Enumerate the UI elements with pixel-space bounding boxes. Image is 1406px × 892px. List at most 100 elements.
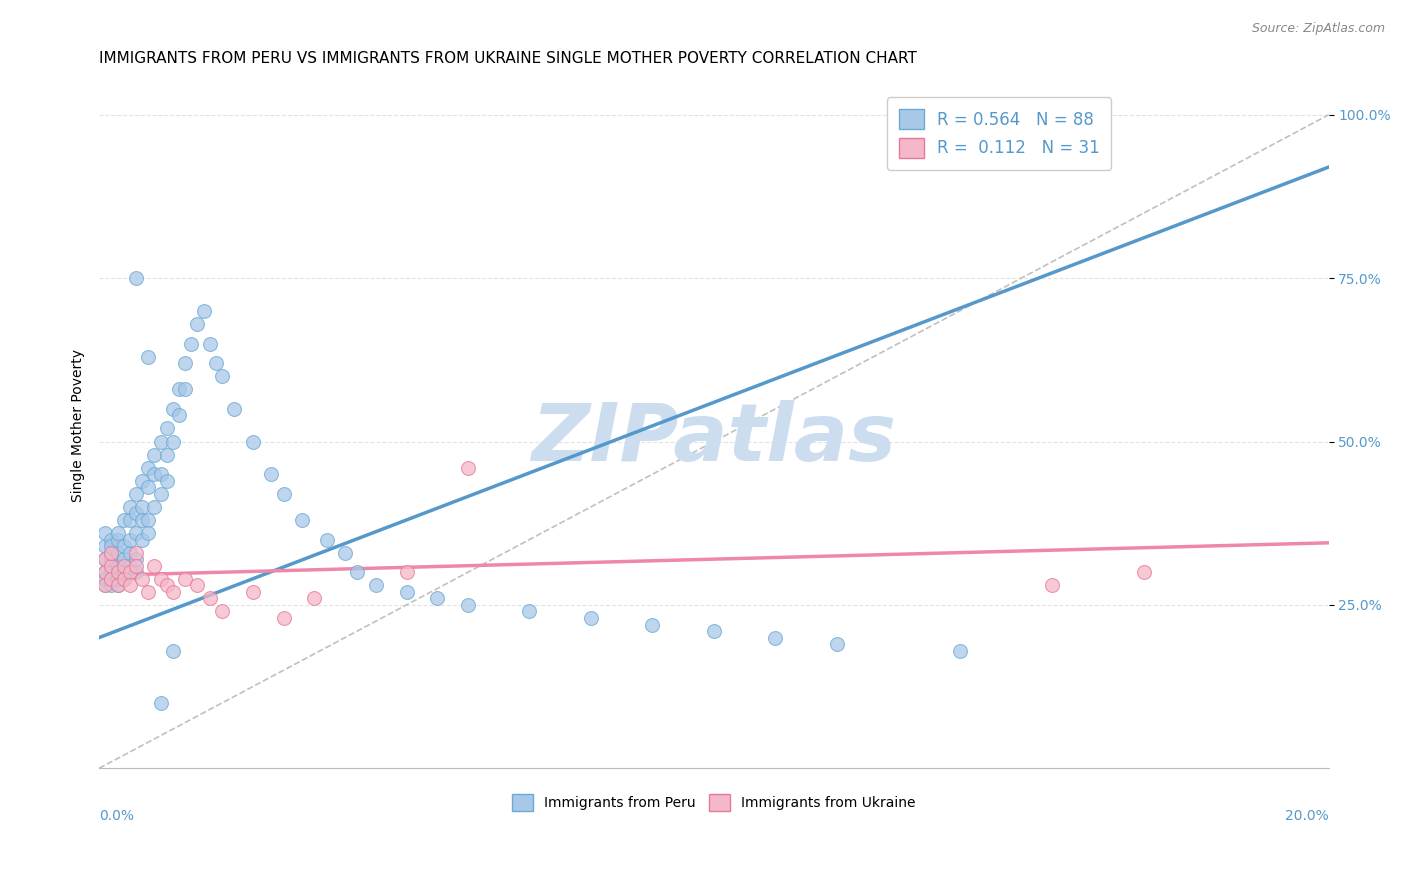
Point: [763, 631, 786, 645]
Point: [143, 467, 166, 482]
Point: [136, 480, 159, 494]
Point: [304, 591, 326, 606]
Point: [156, 448, 179, 462]
Point: [94, 578, 117, 592]
Point: [136, 460, 159, 475]
Text: 0.0%: 0.0%: [100, 809, 134, 823]
Point: [1040, 578, 1063, 592]
Point: [125, 271, 148, 285]
Point: [426, 591, 449, 606]
Point: [131, 500, 153, 514]
Point: [156, 578, 179, 592]
Point: [112, 572, 135, 586]
Point: [125, 507, 148, 521]
Point: [112, 513, 135, 527]
Point: [162, 584, 184, 599]
Point: [100, 546, 122, 560]
Point: [457, 460, 479, 475]
Point: [112, 572, 135, 586]
Point: [364, 578, 387, 592]
Point: [949, 643, 972, 657]
Point: [579, 611, 602, 625]
Point: [107, 566, 129, 580]
Point: [149, 572, 172, 586]
Point: [100, 578, 122, 592]
Point: [118, 566, 141, 580]
Point: [156, 421, 179, 435]
Point: [211, 604, 233, 618]
Point: [198, 591, 221, 606]
Point: [825, 637, 848, 651]
Point: [1133, 566, 1156, 580]
Point: [346, 566, 368, 580]
Point: [136, 350, 159, 364]
Text: 20.0%: 20.0%: [1285, 809, 1329, 823]
Point: [125, 558, 148, 573]
Point: [118, 500, 141, 514]
Point: [100, 533, 122, 547]
Point: [273, 611, 295, 625]
Point: [125, 526, 148, 541]
Point: [100, 546, 122, 560]
Legend: Immigrants from Peru, Immigrants from Ukraine: Immigrants from Peru, Immigrants from Uk…: [506, 789, 921, 816]
Point: [242, 434, 264, 449]
Point: [131, 474, 153, 488]
Point: [156, 474, 179, 488]
Point: [149, 696, 172, 710]
Point: [143, 448, 166, 462]
Point: [118, 533, 141, 547]
Point: [107, 578, 129, 592]
Point: [118, 513, 141, 527]
Point: [112, 539, 135, 553]
Point: [143, 558, 166, 573]
Point: [107, 546, 129, 560]
Point: [100, 572, 122, 586]
Point: [100, 539, 122, 553]
Point: [224, 401, 246, 416]
Point: [100, 572, 122, 586]
Point: [149, 487, 172, 501]
Point: [131, 533, 153, 547]
Point: [333, 546, 356, 560]
Point: [143, 500, 166, 514]
Point: [107, 558, 129, 573]
Point: [315, 533, 337, 547]
Text: IMMIGRANTS FROM PERU VS IMMIGRANTS FROM UKRAINE SINGLE MOTHER POVERTY CORRELATIO: IMMIGRANTS FROM PERU VS IMMIGRANTS FROM …: [100, 51, 917, 66]
Point: [167, 382, 190, 396]
Point: [100, 558, 122, 573]
Point: [519, 604, 541, 618]
Point: [136, 584, 159, 599]
Point: [100, 566, 122, 580]
Point: [174, 356, 197, 370]
Point: [193, 303, 215, 318]
Point: [100, 558, 122, 573]
Point: [186, 317, 208, 331]
Point: [162, 434, 184, 449]
Point: [112, 552, 135, 566]
Point: [205, 356, 228, 370]
Point: [703, 624, 725, 638]
Point: [94, 578, 117, 592]
Point: [174, 382, 197, 396]
Point: [94, 566, 117, 580]
Point: [100, 552, 122, 566]
Point: [107, 578, 129, 592]
Point: [180, 336, 202, 351]
Point: [149, 467, 172, 482]
Point: [94, 539, 117, 553]
Point: [131, 572, 153, 586]
Point: [211, 369, 233, 384]
Text: Source: ZipAtlas.com: Source: ZipAtlas.com: [1251, 22, 1385, 36]
Point: [167, 409, 190, 423]
Point: [118, 546, 141, 560]
Point: [162, 643, 184, 657]
Point: [94, 552, 117, 566]
Point: [125, 552, 148, 566]
Point: [641, 617, 664, 632]
Point: [174, 572, 197, 586]
Point: [136, 526, 159, 541]
Point: [94, 572, 117, 586]
Point: [107, 566, 129, 580]
Point: [198, 336, 221, 351]
Point: [107, 526, 129, 541]
